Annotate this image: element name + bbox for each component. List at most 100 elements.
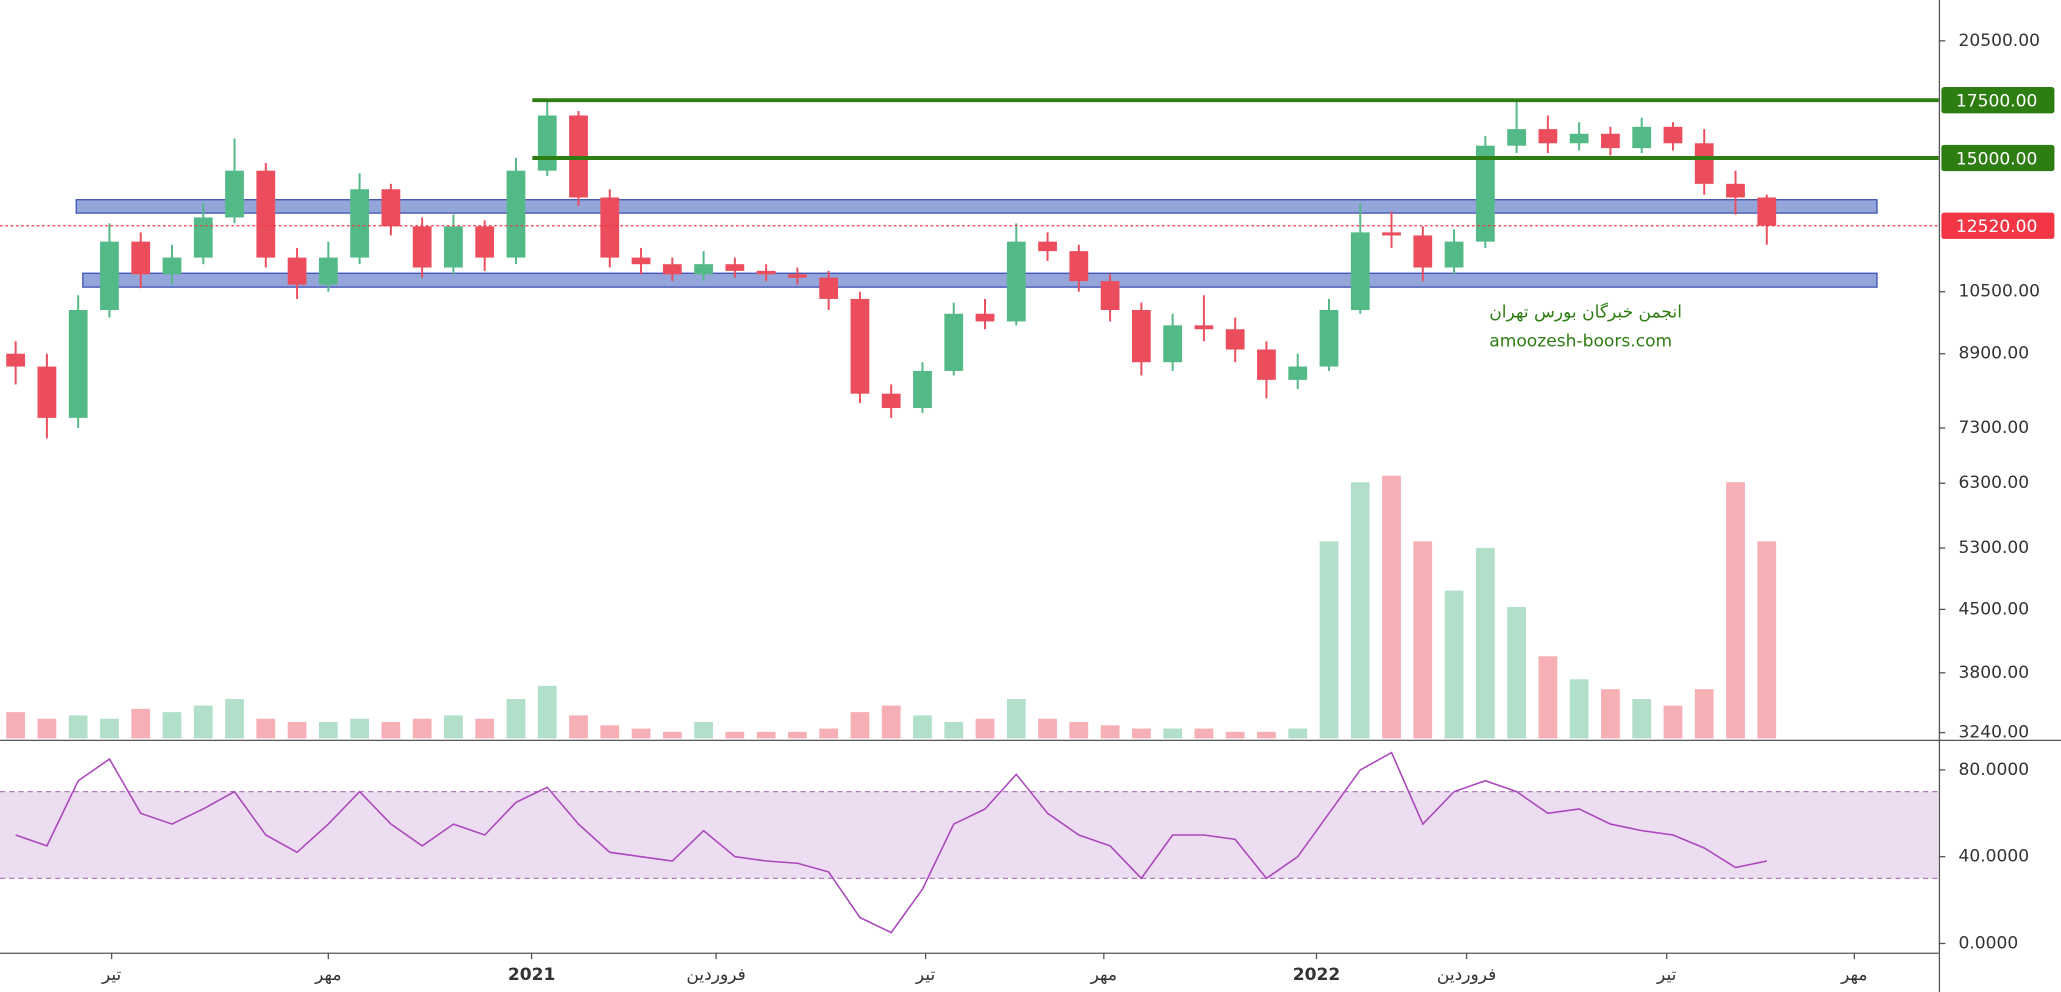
candle-body: [1006, 241, 1026, 322]
candle-body: [1100, 281, 1120, 311]
volume-bar: [1319, 541, 1339, 739]
y-tick-label: 8900.00: [1958, 344, 2029, 364]
candle-body: [662, 264, 682, 275]
volume-bar: [819, 728, 839, 739]
candle-body: [756, 270, 776, 275]
candle-body: [1444, 241, 1464, 268]
level-label-box: [1941, 212, 2055, 239]
y-tick-label: 5300.00: [1958, 538, 2029, 558]
candle-body: [1382, 232, 1401, 236]
candle-body: [1225, 329, 1245, 350]
candle-body: [1257, 349, 1276, 380]
x-tick-label: تیر: [101, 965, 122, 985]
level-label-box: [1941, 87, 2055, 114]
volume-bar: [193, 705, 213, 739]
candle-body: [68, 310, 88, 418]
candle-body: [600, 197, 620, 258]
candle-body: [193, 217, 213, 258]
volume-bar: [6, 712, 26, 739]
volume-bar: [506, 698, 526, 739]
volume-bar: [1632, 698, 1652, 739]
x-tick-label: فروردین: [1437, 965, 1496, 985]
volume-bar: [444, 715, 463, 739]
candle-body: [788, 274, 807, 278]
candle-body: [506, 170, 526, 258]
x-tick-label: مهر: [314, 965, 341, 985]
volume-bar: [1382, 475, 1401, 739]
support-zone: [75, 199, 1878, 214]
x-tick-label: فروردین: [686, 965, 745, 985]
volume-bar: [1413, 541, 1433, 739]
volume-bar: [1131, 728, 1151, 739]
y-tick-label: 20500.00: [1958, 31, 2040, 51]
watermark-fa: انجمن خبرگان بورس تهران: [1489, 302, 1682, 323]
candle-body: [1538, 129, 1558, 144]
volume-bar: [1163, 728, 1183, 739]
x-tick-label: مهر: [1090, 965, 1117, 985]
support-zone: [82, 272, 1878, 288]
candle-body: [1319, 310, 1339, 367]
candle-body: [1507, 129, 1526, 146]
candle-body: [1131, 310, 1151, 363]
candle-body: [1413, 235, 1433, 268]
candle-body: [1663, 126, 1683, 144]
volume-bar: [1475, 547, 1495, 739]
candle-body: [131, 241, 151, 275]
candle-body: [537, 115, 557, 171]
watermark-url: amoozesh-boors.com: [1489, 332, 1672, 352]
volume-bar: [256, 718, 276, 739]
candle-body: [1726, 183, 1745, 198]
level-label: 17500.00: [1956, 91, 2038, 111]
candle-body: [1569, 133, 1589, 144]
volume-bar: [537, 685, 557, 739]
candle-body: [287, 257, 307, 285]
x-tick-label: تیر: [1656, 965, 1677, 985]
candle-body: [1069, 251, 1089, 282]
volume-bar: [1288, 728, 1308, 739]
y-tick-label: 6300.00: [1958, 473, 2029, 493]
volume-bar: [1194, 728, 1214, 739]
y-tick-label: 0.0000: [1958, 933, 2018, 953]
x-tick-label: 2021: [508, 965, 556, 985]
candle-body: [444, 226, 463, 268]
candle-body: [975, 313, 995, 322]
volume-bar: [1038, 718, 1057, 739]
volume-bar: [68, 715, 88, 739]
volume-bar: [913, 715, 932, 739]
volume-bar: [1350, 482, 1370, 739]
candle-body: [256, 170, 276, 258]
candle-body: [1632, 126, 1652, 149]
volume-bar: [1569, 679, 1589, 739]
volume-bar: [1663, 705, 1683, 739]
volume-bar: [975, 718, 995, 739]
volume-bar: [881, 705, 901, 739]
volume-bar: [162, 712, 182, 739]
candle-body: [1288, 366, 1308, 380]
candle-body: [881, 393, 901, 409]
volume-bar: [788, 731, 807, 739]
volume-bar: [287, 721, 307, 739]
volume-bar: [225, 698, 244, 739]
candle-body: [1194, 325, 1214, 330]
volume-bar: [1726, 482, 1745, 739]
candle-body: [631, 257, 651, 265]
candle-body: [1694, 143, 1714, 184]
volume-bar: [1006, 698, 1026, 739]
volume-bar: [381, 721, 401, 739]
candle-body: [318, 257, 338, 285]
candle-body: [6, 353, 26, 367]
candle-body: [1350, 232, 1370, 311]
rsi-band: [0, 791, 1939, 879]
volume-bar: [37, 718, 57, 739]
y-tick-label: 3800.00: [1958, 663, 2029, 683]
volume-bar: [600, 725, 620, 739]
volume-bar: [1257, 731, 1276, 739]
volume-bar: [475, 718, 495, 739]
level-label: 12520.00: [1956, 217, 2038, 237]
candle-body: [475, 226, 495, 258]
volume-bar: [131, 708, 151, 739]
x-tick-label: تیر: [915, 965, 936, 985]
candle-body: [913, 370, 932, 409]
candle-body: [1757, 197, 1777, 226]
